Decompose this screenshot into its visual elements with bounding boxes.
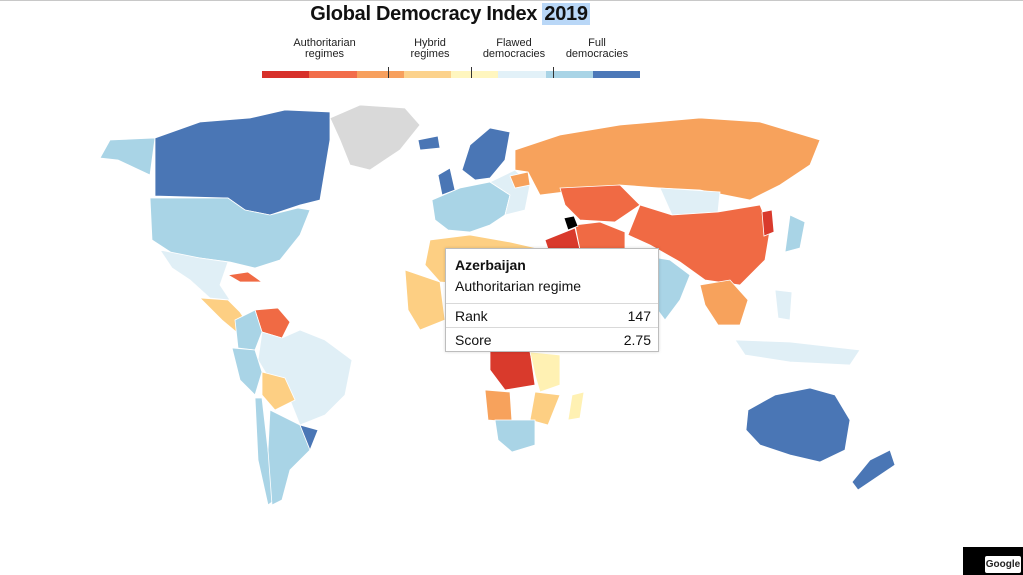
legend: Authoritarian regimes Hybrid regimes Fla… (262, 38, 640, 80)
legend-label-full: Full democracies (565, 37, 629, 60)
country-philippines[interactable] (774, 289, 793, 321)
legend-divider (471, 67, 472, 78)
legend-swatch-3 (356, 71, 404, 78)
tooltip-rank-label: Rank (455, 308, 488, 324)
country-madagascar[interactable] (567, 391, 585, 421)
country-central-africa[interactable] (489, 349, 536, 391)
country-southern-africa[interactable] (494, 419, 536, 453)
legend-swatch-7 (545, 71, 593, 78)
country-kazakhstan[interactable] (559, 184, 641, 223)
country-peru[interactable] (231, 347, 263, 396)
country-mongolia[interactable] (659, 187, 721, 216)
tooltip-rank-row: Rank 147 (446, 303, 658, 328)
title-year: 2019 (542, 3, 590, 25)
country-new-zealand[interactable] (851, 449, 896, 491)
country-angola[interactable] (484, 389, 513, 423)
tooltip-rank-value: 147 (627, 308, 651, 324)
country-russia[interactable] (514, 117, 821, 201)
legend-label-authoritarian: Authoritarian regimes (293, 37, 356, 60)
legend-color-bar (262, 71, 640, 78)
country-australia[interactable] (745, 387, 851, 463)
tooltip-score-value: 2.75 (623, 332, 651, 348)
country-western-europe[interactable] (431, 181, 511, 233)
country-scandinavia[interactable] (461, 127, 511, 181)
tooltip-score-label: Score (455, 332, 492, 348)
country-east-africa[interactable] (529, 351, 561, 393)
country-indonesia[interactable] (734, 339, 861, 366)
country-china[interactable] (627, 204, 771, 286)
legend-label-flawed: Flawed democracies (482, 37, 546, 60)
country-iceland[interactable] (417, 135, 441, 151)
google-attribution: Google (985, 556, 1021, 573)
legend-swatch-1 (262, 71, 310, 78)
legend-label-hybrid: Hybrid regimes (410, 37, 450, 60)
legend-swatch-4 (403, 71, 451, 78)
title-text: Global Democracy Index (310, 3, 538, 25)
legend-swatch-6 (498, 71, 546, 78)
country-argentina[interactable] (267, 409, 311, 506)
tooltip-regime: Authoritarian regime (455, 278, 582, 294)
legend-swatch-5 (451, 71, 499, 78)
country-greenland[interactable] (329, 104, 421, 171)
country-mozambique[interactable] (529, 391, 561, 426)
country-southeast-asia[interactable] (699, 279, 749, 326)
legend-swatch-8 (592, 71, 640, 78)
country-japan[interactable] (784, 214, 806, 253)
tooltip-country-name: Azerbaijan (455, 257, 526, 273)
country-colombia[interactable] (234, 309, 263, 351)
country-alaska[interactable] (99, 137, 156, 176)
top-rule (0, 0, 1023, 1)
country-tooltip: Azerbaijan Authoritarian regime Rank 147… (445, 248, 659, 352)
country-bolivia[interactable] (261, 371, 296, 411)
tooltip-score-row: Score 2.75 (446, 327, 658, 352)
country-uruguay[interactable] (299, 424, 319, 452)
country-cuba[interactable] (226, 271, 264, 283)
legend-swatch-2 (309, 71, 357, 78)
country-azerbaijan[interactable] (563, 215, 579, 231)
country-mexico[interactable] (159, 249, 231, 301)
country-north-korea[interactable] (761, 209, 775, 237)
country-belarus[interactable] (509, 171, 531, 189)
legend-divider (553, 67, 554, 78)
legend-divider (388, 67, 389, 78)
country-west-africa[interactable] (404, 269, 446, 331)
page-title: Global Democracy Index 2019 (0, 3, 900, 26)
